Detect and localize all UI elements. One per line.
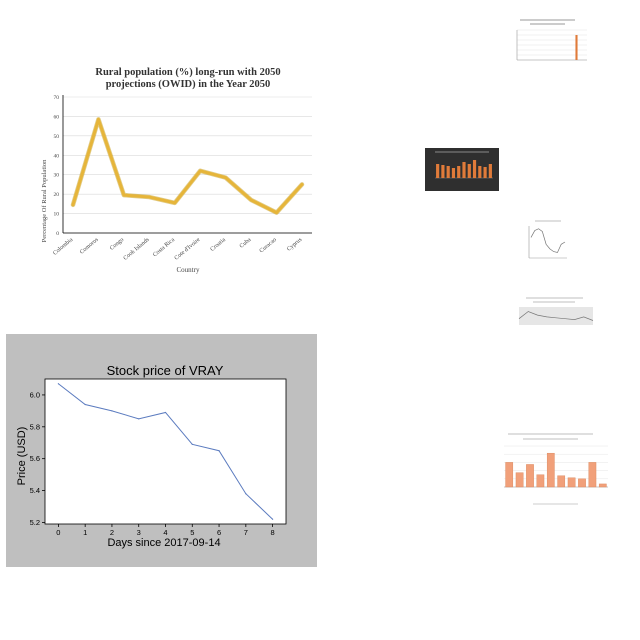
stock-price-chart: Stock price of VRAY Price (USD) Days sin… [16, 363, 287, 549]
chart1-title-line1: Rural population (%) long-run with 2050 [95, 67, 280, 78]
chart1-data-point [224, 176, 227, 179]
chart2-data-point [138, 418, 140, 420]
chart1-data-point [275, 211, 278, 214]
chart2-x-tick-label: 7 [244, 528, 248, 537]
chart1-y-tick-label: 30 [54, 173, 60, 179]
thumbnail-area-chart [518, 297, 594, 325]
chart1-data-point [300, 183, 304, 186]
chart1-x-tick-label: Comoros [79, 237, 100, 256]
chart1-y-axis-label: Percentage Of Rural Population [41, 159, 48, 243]
chart1-y-tick-label: 70 [54, 95, 60, 101]
thumbnail-bar [588, 462, 597, 488]
chart2-x-tick-label: 4 [163, 528, 167, 537]
thumbnail-bar [441, 165, 445, 178]
chart1-x-tick-label: Cook Islands [123, 237, 151, 262]
chart1-x-tick-label: Cyprus [286, 237, 304, 253]
chart2-y-tick-label: 5.6 [30, 454, 40, 463]
chart2-y-axis-label: Price (USD) [16, 427, 28, 486]
chart2-data-point [111, 410, 113, 412]
chart1-x-tick-label: Costa Rica [152, 237, 176, 259]
chart1-series-line [71, 117, 304, 215]
chart2-x-tick-label: 0 [56, 528, 60, 537]
thumbnail-orange-bar-chart [504, 433, 608, 505]
chart2-x-tick-label: 2 [110, 528, 114, 537]
chart2-plot-area [44, 378, 287, 525]
chart2-x-axis-label: Days since 2017-09-14 [107, 537, 220, 549]
thumbnail-series-line [530, 228, 566, 253]
thumbnail-bar [557, 475, 566, 488]
thumbnail-dark-bar-chart [425, 148, 499, 191]
chart1-data-point [148, 195, 151, 199]
thumbnail-bar [526, 464, 534, 488]
chart2-data-point [245, 493, 247, 495]
chart2-x-tick-label: 5 [190, 528, 194, 537]
thumbnail-bar [488, 164, 492, 178]
thumbnail-bar [536, 474, 545, 488]
chart2-data-point [84, 403, 86, 406]
chart2-data-point [272, 518, 274, 520]
thumbnail-bar [457, 166, 461, 178]
chart1-data-point [249, 198, 253, 202]
thumbnail-bar [598, 483, 607, 488]
chart1-x-tick-label: Congo [109, 237, 125, 252]
chart2-y-tick-label: 6.0 [30, 390, 40, 399]
chart1-data-point [97, 118, 100, 121]
chart2-x-tick-label: 6 [217, 528, 221, 537]
thumbnail-bar [567, 477, 576, 488]
chart1-x-tick-label: Croatia [210, 237, 228, 253]
chart1-y-tick-label: 0 [56, 231, 59, 237]
stock-chart-panel: Stock price of VRAY Price (USD) Days sin… [6, 334, 317, 567]
chart2-x-tick-label: 3 [137, 528, 141, 537]
thumbnail-line-chart [528, 220, 567, 259]
chart1-x-tick-label: Curacao [259, 237, 278, 254]
chart1-series-line-shadow [70, 117, 305, 215]
thumbnail-bar [451, 168, 456, 178]
chart1-x-tick-label: Cote d'Ivoire [174, 237, 202, 262]
thumbnail-bar [467, 164, 471, 178]
chart1-y-tick-label: 50 [54, 134, 60, 140]
chart1-data-point [199, 169, 202, 173]
chart2-data-point [57, 383, 59, 385]
chart2-y-tick-label: 5.8 [30, 422, 40, 431]
chart1-x-tick-label: Colombia [52, 237, 74, 257]
thumbnail-bar-chart-top [516, 19, 587, 61]
thumbnail-bar [478, 166, 482, 178]
chart2-data-point [164, 411, 167, 414]
thumbnail-bar [505, 462, 514, 488]
chart2-data-point [218, 450, 220, 452]
thumbnail-bar [436, 164, 440, 178]
thumbnail-bar [575, 35, 578, 60]
chart2-y-tick-label: 5.4 [30, 486, 40, 495]
rural-population-chart: Rural population (%) long-run with 2050 … [41, 67, 312, 274]
chart1-x-tick-label: Cuba [239, 237, 253, 250]
thumbnail-bar [546, 452, 555, 488]
chart2-y-tick-label: 5.2 [30, 518, 40, 527]
chart1-data-point [173, 201, 176, 205]
chart1-y-tick-label: 60 [54, 114, 60, 120]
thumbnail-series-line [518, 311, 594, 321]
thumbnail-bar [483, 167, 487, 178]
chart2-x-tick-label: 1 [83, 528, 87, 537]
chart1-y-tick-label: 20 [54, 192, 60, 198]
chart1-data-point [71, 203, 75, 207]
chart1-data-point [122, 193, 126, 197]
thumbnail-bar [446, 166, 450, 178]
chart1-y-tick-label: 40 [54, 153, 60, 159]
chart1-title-line2: projections (OWID) in the Year 2050 [106, 79, 271, 90]
thumbnail-bar [578, 478, 586, 488]
chart1-y-tick-label: 10 [54, 212, 60, 218]
thumbnail-plot-band [519, 307, 593, 325]
chart2-x-tick-label: 8 [271, 528, 275, 537]
thumbnail-bar [472, 160, 477, 178]
chart1-x-axis-label: Country [177, 266, 200, 274]
chart2-title: Stock price of VRAY [107, 363, 224, 378]
thumbnail-bar [515, 472, 524, 488]
thumbnail-bar [462, 162, 466, 178]
chart2-data-point [191, 443, 193, 445]
